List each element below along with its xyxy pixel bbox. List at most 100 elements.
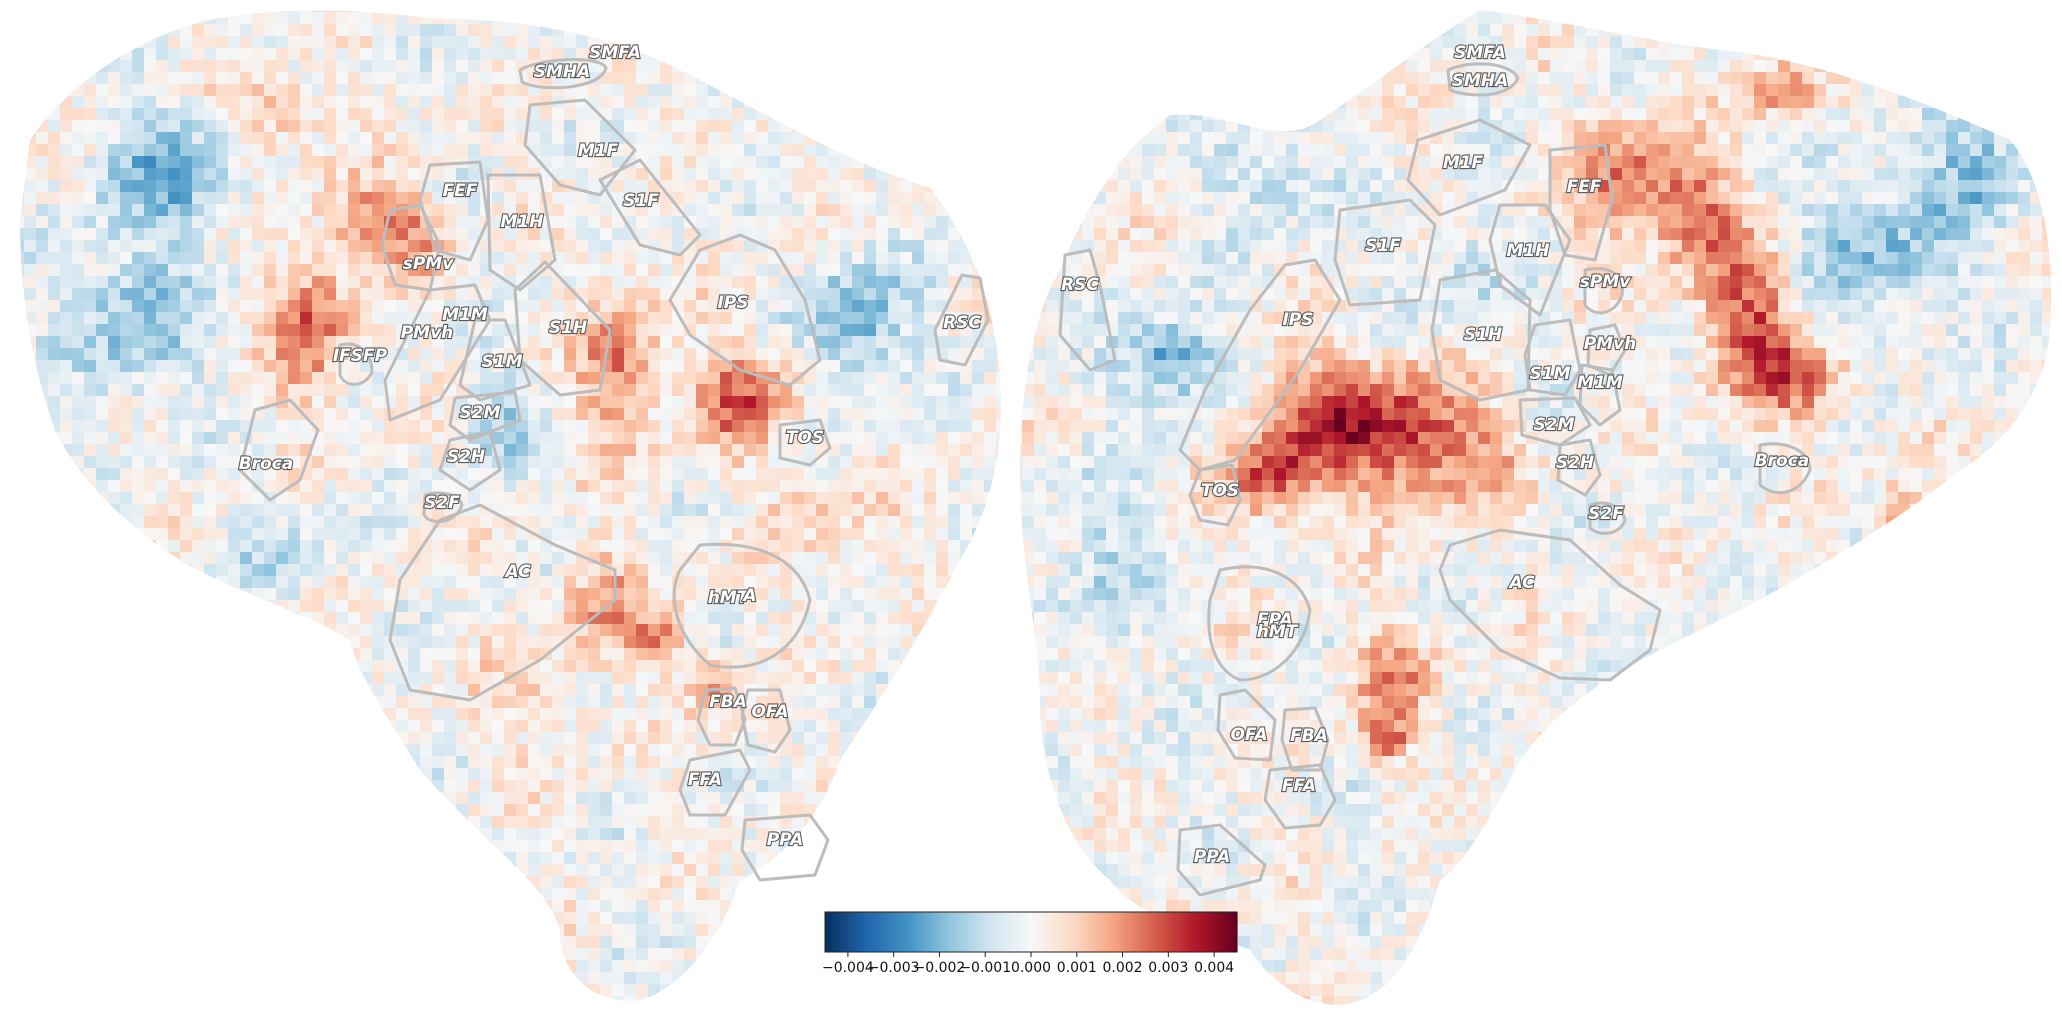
activation-cell bbox=[504, 456, 517, 469]
activation-cell bbox=[744, 60, 757, 73]
activation-cell bbox=[888, 264, 901, 277]
activation-cell bbox=[564, 684, 577, 697]
activation-cell bbox=[324, 600, 337, 613]
activation-cell bbox=[876, 264, 889, 277]
activation-cell bbox=[876, 660, 889, 673]
activation-cell bbox=[216, 240, 229, 253]
activation-cell bbox=[96, 72, 109, 85]
activation-cell bbox=[24, 276, 37, 289]
activation-cell bbox=[564, 468, 577, 481]
activation-cell bbox=[672, 348, 685, 361]
activation-cell bbox=[360, 264, 373, 277]
activation-cell bbox=[108, 696, 121, 709]
activation-cell bbox=[72, 252, 85, 265]
activation-cell bbox=[432, 132, 445, 145]
activation-cell bbox=[156, 540, 169, 553]
activation-cell bbox=[60, 360, 73, 373]
activation-cell bbox=[780, 336, 793, 349]
activation-cell bbox=[300, 696, 313, 709]
activation-cell bbox=[888, 600, 901, 613]
activation-cell bbox=[912, 684, 925, 697]
activation-cell bbox=[216, 612, 229, 625]
activation-cell bbox=[720, 480, 733, 493]
activation-cell bbox=[948, 660, 961, 673]
activation-cell bbox=[444, 672, 457, 685]
activation-cell bbox=[768, 444, 781, 457]
activation-cell bbox=[624, 444, 637, 457]
activation-cell bbox=[924, 516, 937, 529]
activation-cell bbox=[348, 360, 361, 373]
activation-cell bbox=[144, 300, 157, 313]
activation-cell bbox=[132, 84, 145, 97]
activation-cell bbox=[192, 648, 205, 661]
activation-cell bbox=[504, 660, 517, 673]
activation-cell bbox=[660, 120, 673, 133]
activation-cell bbox=[516, 264, 529, 277]
activation-cell bbox=[300, 228, 313, 241]
activation-cell bbox=[912, 336, 925, 349]
activation-cell bbox=[660, 204, 673, 217]
activation-cell bbox=[348, 420, 361, 433]
activation-cell bbox=[792, 396, 805, 409]
activation-cell bbox=[744, 612, 757, 625]
activation-cell bbox=[708, 48, 721, 61]
activation-cell bbox=[144, 612, 157, 625]
activation-cell bbox=[216, 156, 229, 169]
activation-cell bbox=[648, 468, 661, 481]
activation-cell bbox=[348, 348, 361, 361]
activation-cell bbox=[888, 552, 901, 565]
activation-cell bbox=[924, 348, 937, 361]
activation-cell bbox=[180, 396, 193, 409]
activation-cell bbox=[120, 384, 133, 397]
activation-cell bbox=[312, 24, 325, 37]
activation-cell bbox=[396, 84, 409, 97]
activation-cell bbox=[852, 72, 865, 85]
activation-cell bbox=[984, 216, 997, 229]
activation-cell bbox=[360, 204, 373, 217]
activation-cell bbox=[180, 192, 193, 205]
activation-cell bbox=[48, 480, 61, 493]
activation-cell bbox=[48, 276, 61, 289]
activation-cell bbox=[900, 588, 913, 601]
activation-cell bbox=[444, 648, 457, 661]
activation-cell bbox=[72, 420, 85, 433]
activation-cell bbox=[324, 312, 337, 325]
activation-cell bbox=[768, 420, 781, 433]
activation-cell bbox=[432, 576, 445, 589]
activation-cell bbox=[24, 144, 37, 157]
activation-cell bbox=[696, 384, 709, 397]
activation-cell bbox=[612, 144, 625, 157]
activation-cell bbox=[336, 528, 349, 541]
activation-cell bbox=[624, 684, 637, 697]
activation-cell bbox=[288, 624, 301, 637]
activation-cell bbox=[708, 60, 721, 73]
activation-cell bbox=[132, 288, 145, 301]
activation-cell bbox=[468, 492, 481, 505]
activation-cell bbox=[840, 612, 853, 625]
activation-cell bbox=[828, 480, 841, 493]
activation-cell bbox=[804, 12, 817, 25]
activation-cell bbox=[228, 12, 241, 25]
activation-cell bbox=[552, 36, 565, 49]
activation-cell bbox=[996, 624, 1001, 637]
activation-cell bbox=[612, 696, 625, 709]
activation-cell bbox=[144, 672, 157, 685]
activation-cell bbox=[564, 336, 577, 349]
activation-cell bbox=[624, 648, 637, 661]
activation-cell bbox=[1008, 168, 1021, 181]
activation-cell bbox=[984, 276, 997, 289]
activation-cell bbox=[324, 144, 337, 157]
activation-cell bbox=[948, 444, 961, 457]
activation-cell bbox=[972, 360, 985, 373]
activation-cell bbox=[672, 120, 685, 133]
activation-cell bbox=[708, 636, 721, 649]
activation-cell bbox=[624, 48, 637, 61]
activation-cell bbox=[168, 288, 181, 301]
activation-cell bbox=[288, 600, 301, 613]
activation-cell bbox=[492, 408, 505, 421]
activation-cell bbox=[984, 564, 997, 577]
activation-cell bbox=[828, 420, 841, 433]
activation-cell bbox=[972, 204, 985, 217]
activation-cell bbox=[768, 540, 781, 553]
activation-cell bbox=[672, 264, 685, 277]
